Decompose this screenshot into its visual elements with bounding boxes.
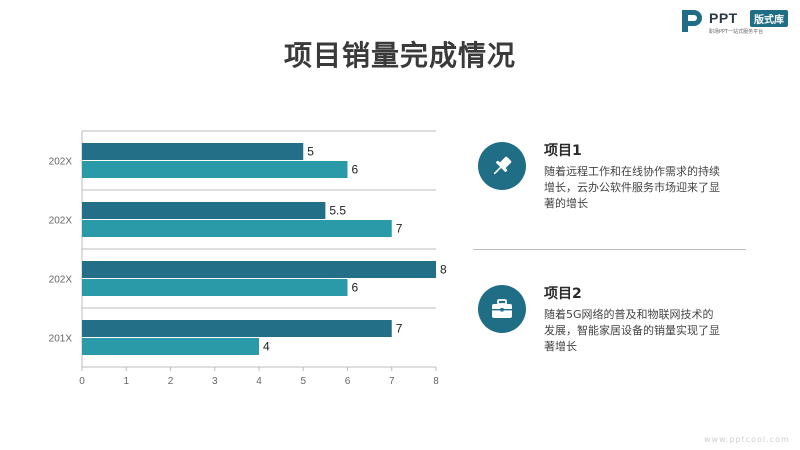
x-tick-label: 8 [433,376,439,387]
logo-badge: 版式库 [750,10,788,27]
bar [82,320,392,337]
x-tick-label: 4 [256,376,262,387]
x-tick-label: 1 [123,376,129,387]
project-1-desc-line: 随着远程工作和在线协作需求的持续 [544,165,720,178]
logo-subtitle: 职场PPT一站式服务平台 [709,29,764,35]
data-label: 5 [307,145,314,159]
bar [82,338,259,355]
project-2-desc-line: 著增长 [544,340,577,353]
project-2-icon-circle [478,285,526,333]
x-tick-label: 5 [300,376,306,387]
data-label: 5.5 [329,204,346,218]
briefcase-icon [492,299,512,318]
data-label: 6 [352,163,359,177]
x-tick-label: 0 [79,376,85,387]
project-2-description: 随着5G网络的普及和物联网技术的 发展，智能家居设备的销量实现了显 著增长 [544,307,744,355]
bar [82,202,326,219]
bar [82,161,348,178]
bar [82,220,392,237]
x-tick-label: 7 [389,376,395,387]
bar [82,143,304,160]
bar [82,279,348,296]
data-label: 8 [440,263,447,277]
x-tick-label: 6 [345,376,351,387]
project-2-desc-line: 随着5G网络的普及和物联网技术的 [544,308,714,321]
project-1-title: 项目1 [544,143,582,159]
divider [473,249,746,250]
data-label: 4 [263,340,270,354]
project-2-title: 项目2 [544,286,582,302]
data-label: 7 [396,222,403,236]
y-tick-label: 201X [49,334,73,345]
y-tick-label: 202X [49,157,73,168]
project-2-desc-line: 发展，智能家居设备的销量实现了显 [544,324,720,337]
x-tick-label: 3 [212,376,218,387]
project-1-desc-line: 著的增长 [544,197,588,210]
data-label: 7 [396,322,403,336]
x-tick-label: 2 [168,376,174,387]
pin-icon [493,156,512,175]
project-1-desc-line: 增长，云办公软件服务市场迎来了显 [544,181,720,194]
logo-text: PPT [709,10,738,26]
bar [82,261,436,278]
data-label: 6 [352,281,359,295]
footer-url: www.pptcool.com [704,435,790,444]
y-tick-label: 202X [49,216,73,227]
logo-mark-icon [682,10,702,32]
page-title: 项目销量完成情况 [283,39,516,72]
project-1-icon-circle [478,142,526,190]
y-tick-label: 202X [49,275,73,286]
brand-logo: PPT 版式库 职场PPT一站式服务平台 [679,8,794,36]
project-1-description: 随着远程工作和在线协作需求的持续 增长，云办公软件服务市场迎来了显 著的增长 [544,164,744,212]
